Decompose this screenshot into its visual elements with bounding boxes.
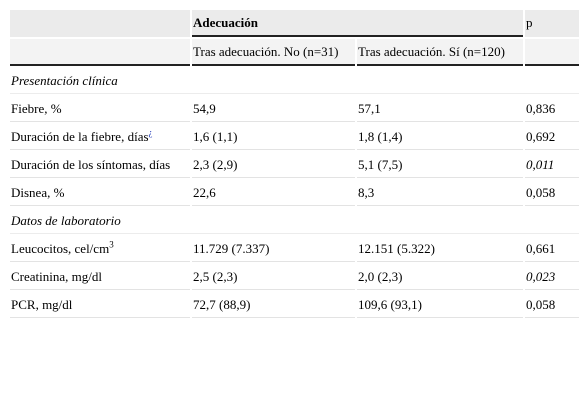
table-row: Leucocitos, cel/cm3 11.729 (7.337) 12.15… — [10, 236, 579, 262]
row-label-text: Duración de la fiebre, días — [11, 129, 149, 144]
table-row: Duración de la fiebre, días¿ 1,6 (1,1) 1… — [10, 124, 579, 150]
section-label-lab: Datos de laboratorio — [10, 208, 579, 234]
section-label-clinical: Presentación clínica — [10, 68, 579, 94]
row-value-si: 8,3 — [357, 180, 523, 206]
row-value-si: 2,0 (2,3) — [357, 264, 523, 290]
header-empty-cell-2 — [10, 39, 190, 66]
row-value-si: 109,6 (93,1) — [357, 292, 523, 318]
row-label-leucocitos: Leucocitos, cel/cm3 — [10, 236, 190, 262]
row-value-p: 0,058 — [525, 180, 579, 206]
row-label-pcr: PCR, mg/dl — [10, 292, 190, 318]
row-value-p: 0,836 — [525, 96, 579, 122]
row-value-p: 0,058 — [525, 292, 579, 318]
table-row: Fiebre, % 54,9 57,1 0,836 — [10, 96, 579, 122]
row-value-no: 1,6 (1,1) — [192, 124, 355, 150]
row-value-p: 0,661 — [525, 236, 579, 262]
col-header-p-empty — [525, 39, 579, 66]
row-value-no: 2,5 (2,3) — [192, 264, 355, 290]
table-row: Duración de los síntomas, días 2,3 (2,9)… — [10, 152, 579, 178]
adecuacion-group-header: Adecuación — [192, 10, 523, 37]
table-row: Creatinina, mg/dl 2,5 (2,3) 2,0 (2,3) 0,… — [10, 264, 579, 290]
row-value-no: 11.729 (7.337) — [192, 236, 355, 262]
p-header: p — [525, 10, 579, 37]
row-value-p: 0,011 — [525, 152, 579, 178]
row-value-p: 0,023 — [525, 264, 579, 290]
row-label-duracion-fiebre: Duración de la fiebre, días¿ — [10, 124, 190, 150]
row-value-p: 0,692 — [525, 124, 579, 150]
header-empty-cell — [10, 10, 190, 37]
table-row: PCR, mg/dl 72,7 (88,9) 109,6 (93,1) 0,05… — [10, 292, 579, 318]
row-label-creatinina: Creatinina, mg/dl — [10, 264, 190, 290]
row-value-si: 5,1 (7,5) — [357, 152, 523, 178]
row-label-fiebre: Fiebre, % — [10, 96, 190, 122]
results-table: Adecuación p Tras adecuación. No (n=31) … — [8, 8, 581, 320]
row-value-no: 22,6 — [192, 180, 355, 206]
row-label-disnea: Disnea, % — [10, 180, 190, 206]
footnote-link[interactable]: ¿ — [148, 127, 153, 138]
row-value-no: 72,7 (88,9) — [192, 292, 355, 318]
row-value-si: 12.151 (5.322) — [357, 236, 523, 262]
row-label-text: Leucocitos, cel/cm — [11, 241, 110, 256]
col-header-si: Tras adecuación. Sí (n=120) — [357, 39, 523, 66]
unit-superscript: 3 — [109, 239, 114, 250]
col-header-no: Tras adecuación. No (n=31) — [192, 39, 355, 66]
row-label-duracion-sintomas: Duración de los síntomas, días — [10, 152, 190, 178]
row-value-no: 54,9 — [192, 96, 355, 122]
row-value-si: 57,1 — [357, 96, 523, 122]
row-value-si: 1,8 (1,4) — [357, 124, 523, 150]
table-row: Disnea, % 22,6 8,3 0,058 — [10, 180, 579, 206]
row-value-no: 2,3 (2,9) — [192, 152, 355, 178]
section-row-lab: Datos de laboratorio — [10, 208, 579, 234]
section-row-clinical: Presentación clínica — [10, 68, 579, 94]
